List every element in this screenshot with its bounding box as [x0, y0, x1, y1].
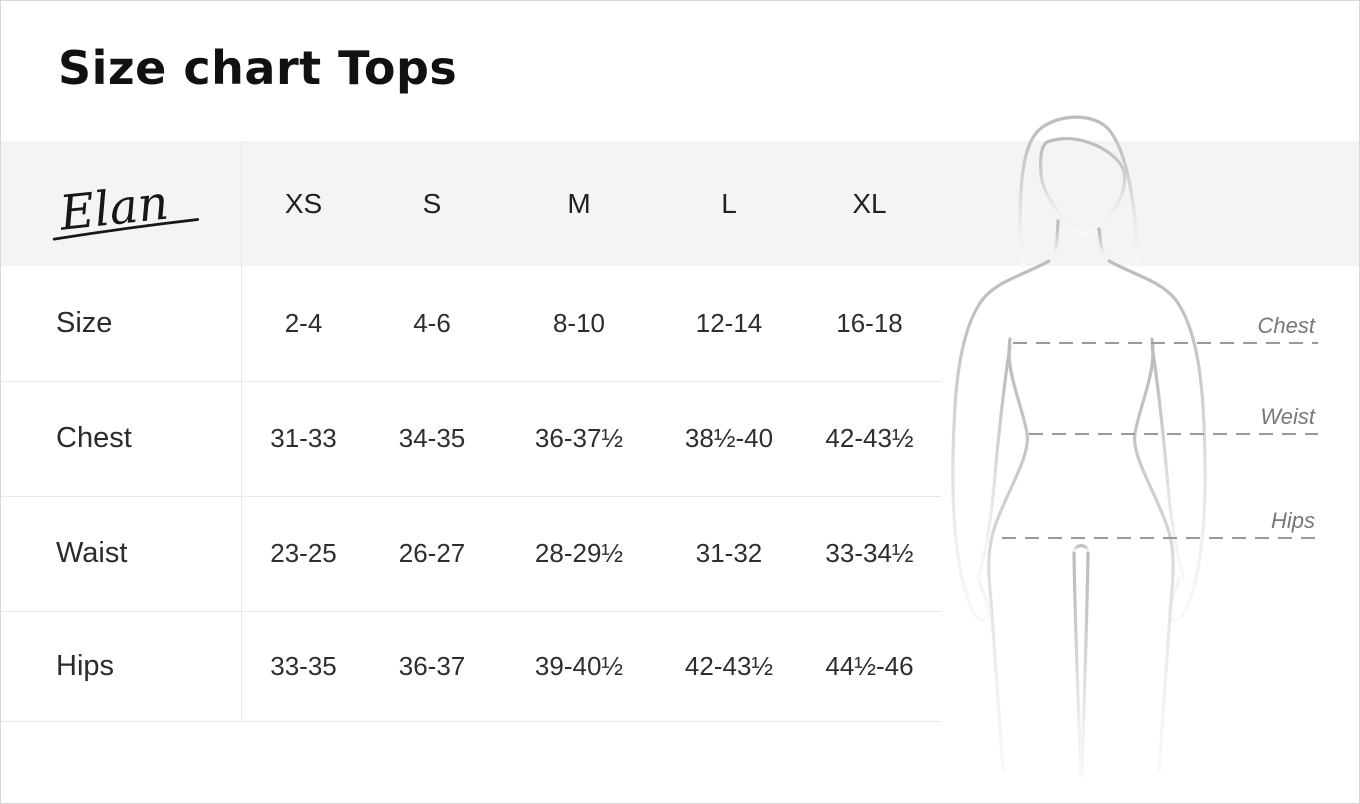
right-inner-arm: [1150, 344, 1186, 581]
torso-left-outline: [987, 337, 1030, 773]
crotch-curve: [1072, 544, 1090, 553]
hips-measure-label: Hips: [1270, 508, 1315, 533]
size-table: Elan XS S M L XL Size 2-4 4-6 8-10 12-14…: [1, 141, 941, 721]
row-label: Size: [56, 307, 113, 339]
table-row-waist: Waist 23-25 26-27 28-29½ 31-32 33-34½: [1, 496, 941, 611]
chest-measure-label: Chest: [1257, 313, 1315, 338]
brand-logo-text: Elan: [56, 175, 171, 241]
table-cell: 38½-40: [684, 423, 774, 453]
table-cell: 33-34½: [825, 538, 914, 568]
row-divider: [1, 381, 941, 382]
table-cell: 36-37: [398, 650, 466, 681]
brand-logo: Elan: [1, 162, 241, 246]
table-bottom-divider: [1, 721, 941, 722]
table-cell: 36-37½: [534, 423, 624, 453]
neck-left: [1047, 219, 1060, 263]
table-cell: 16-18: [836, 308, 903, 338]
hair-outline: [1018, 115, 1139, 269]
row-divider: [1, 496, 941, 497]
body-outline-illustration: [951, 115, 1318, 778]
right-arm-outline: [1107, 259, 1207, 622]
col-header-m: M: [567, 187, 591, 219]
table-cell: 26-27: [398, 538, 466, 568]
left-inner-leg: [1072, 551, 1083, 778]
table-cell: 42-43½: [684, 650, 774, 681]
left-inner-arm: [976, 344, 1012, 581]
col-header-s: S: [422, 187, 442, 219]
table-header-row: Elan XS S M L XL: [1, 141, 941, 266]
neck-right: [1097, 227, 1111, 263]
table-cell: 2-4: [284, 308, 323, 338]
table-cell: 8-10: [552, 308, 606, 338]
table-cell: 42-43½: [825, 423, 914, 453]
waist-measure-label: Weist: [1260, 404, 1315, 429]
left-arm-outline: [951, 259, 1051, 622]
table-cell: 4-6: [413, 308, 451, 338]
label-column-divider: [241, 141, 242, 721]
table-cell: 39-40½: [534, 650, 624, 681]
col-header-xl: XL: [852, 187, 887, 219]
logo-underline: [52, 217, 200, 240]
table-cell: 12-14: [695, 308, 763, 338]
row-divider: [1, 611, 941, 612]
right-inner-leg: [1080, 551, 1090, 778]
table-row-size: Size 2-4 4-6 8-10 12-14 16-18: [1, 266, 941, 381]
col-header-l: L: [721, 187, 737, 219]
torso-right-outline: [1132, 337, 1175, 773]
row-label: Waist: [56, 537, 128, 569]
table-row-hips: Hips 33-35 36-37 39-40½ 42-43½ 44½-46: [1, 611, 941, 721]
table-cell: 28-29½: [534, 538, 624, 568]
table-cell: 31-33: [270, 423, 337, 453]
table-cell: 34-35: [398, 423, 466, 453]
table-cell: 33-35: [270, 650, 337, 681]
table-row-chest: Chest 31-33 34-35 36-37½ 38½-40 42-43½: [1, 381, 941, 496]
row-label: Hips: [56, 649, 115, 682]
face-outline: [1039, 137, 1127, 236]
table-cell: 23-25: [270, 538, 337, 568]
col-header-xs: XS: [284, 187, 323, 219]
page-title: Size chart Tops: [58, 41, 458, 95]
table-cell: 31-32: [695, 538, 763, 568]
row-label: Chest: [56, 422, 132, 454]
table-cell: 44½-46: [825, 650, 914, 681]
